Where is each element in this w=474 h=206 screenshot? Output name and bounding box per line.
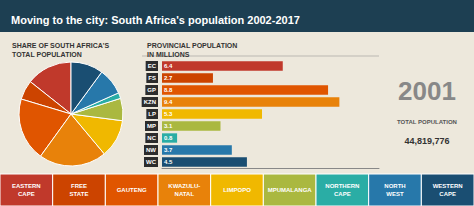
svg-text:IN MILLIONS: IN MILLIONS [147,51,190,58]
svg-text:WC: WC [146,159,157,165]
svg-text:6.4: 6.4 [164,63,173,69]
svg-text:NW: NW [146,147,156,153]
svg-text:GAUTENG: GAUTENG [117,187,147,193]
svg-text:NORTH: NORTH [384,183,405,189]
svg-text:Moving to the city: South Afri: Moving to the city: South Africa's popul… [11,14,300,26]
svg-text:NC: NC [147,135,156,141]
svg-text:FREE: FREE [71,183,87,189]
svg-text:EC: EC [148,63,157,69]
svg-text:2.7: 2.7 [164,75,173,81]
svg-text:FS: FS [148,75,156,81]
svg-text:TOTAL POPULATION: TOTAL POPULATION [397,119,457,125]
svg-text:NATAL: NATAL [175,191,195,197]
svg-text:CAPE: CAPE [334,191,351,197]
svg-text:KZN: KZN [144,99,156,105]
svg-text:NORTHERN: NORTHERN [325,183,359,189]
svg-text:2001: 2001 [398,76,456,106]
svg-text:STATE: STATE [70,191,89,197]
svg-text:0.8: 0.8 [164,135,173,141]
svg-text:3.7: 3.7 [164,147,173,153]
svg-text:KWAZULU-: KWAZULU- [168,183,200,189]
svg-text:SHARE OF SOUTH AFRICA'S: SHARE OF SOUTH AFRICA'S [12,42,109,49]
svg-text:5.3: 5.3 [164,111,173,117]
svg-text:WEST: WEST [386,191,404,197]
svg-text:MPUMALANGA: MPUMALANGA [268,187,313,193]
svg-text:WESTERN: WESTERN [433,183,463,189]
svg-text:8.8: 8.8 [164,87,173,93]
svg-text:TOTAL POPULATION: TOTAL POPULATION [12,51,82,58]
svg-text:4.5: 4.5 [164,159,173,165]
svg-text:LIMPOPO: LIMPOPO [223,187,251,193]
svg-text:GP: GP [147,87,156,93]
svg-text:9.4: 9.4 [164,99,173,105]
svg-text:44,819,776: 44,819,776 [404,136,449,146]
svg-text:LP: LP [148,111,156,117]
svg-text:3.1: 3.1 [164,123,173,129]
svg-text:MP: MP [147,123,156,129]
svg-text:CAPE: CAPE [439,191,456,197]
svg-text:CAPE: CAPE [18,191,35,197]
svg-text:EASTERN: EASTERN [12,183,41,189]
svg-text:PROVINCIAL POPULATION: PROVINCIAL POPULATION [147,42,237,49]
